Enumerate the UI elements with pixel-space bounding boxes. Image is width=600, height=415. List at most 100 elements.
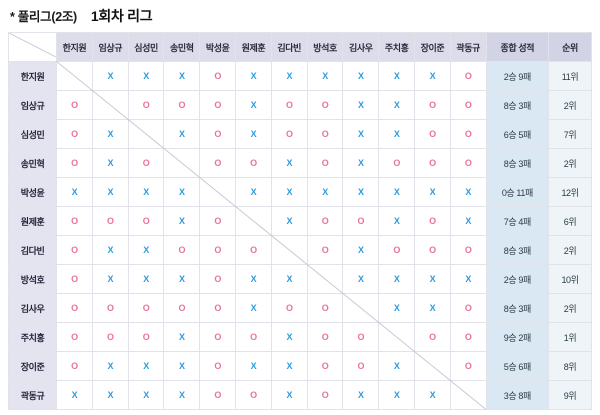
result-cell: X: [270, 206, 308, 236]
result-cell: O: [414, 322, 451, 352]
result-cell: X: [91, 264, 129, 294]
result-cell: X: [91, 119, 129, 149]
result-cell-self: [91, 90, 129, 120]
result-cell: X: [127, 235, 165, 265]
table-body: 한지원 X X X O X X X X X X O 2승 9패 11위 임상규 O O O O X O O X X O O 8승 3…: [7, 61, 592, 410]
result-cell: X: [163, 61, 201, 91]
record-cell: 8승 3패: [485, 293, 550, 323]
rank-cell: 9위: [548, 380, 592, 410]
result-cell: X: [235, 90, 272, 120]
table-header: 한지원 임상규 심성민 송민혁 박성윤 원제훈 김다빈 방석호 김사우 주치홍 장이준 곽동규 종합 성…: [7, 32, 592, 62]
table-row: 원제훈 O O O X O X O O X O X 7승 4패 6위: [7, 206, 592, 236]
result-cell: X: [414, 61, 451, 91]
result-cell: O: [306, 351, 344, 381]
result-cell: X: [342, 235, 380, 265]
result-cell: O: [270, 119, 308, 149]
record-cell: 8승 3패: [485, 235, 550, 265]
result-cell: X: [91, 177, 129, 207]
result-cell: X: [235, 351, 272, 381]
result-cell: O: [56, 235, 93, 265]
result-cell: X: [449, 264, 487, 294]
result-cell: X: [127, 61, 165, 91]
result-cell: O: [449, 90, 487, 120]
record-cell: 7승 4패: [485, 206, 550, 236]
corner-slash-icon: [9, 33, 56, 61]
result-cell: X: [270, 264, 308, 294]
record-cell: 5승 6패: [485, 351, 550, 381]
table-row: 한지원 X X X O X X X X X X O 2승 9패 11위: [7, 61, 592, 91]
result-cell: O: [56, 206, 93, 236]
result-cell: X: [342, 90, 380, 120]
league-table-page: * 풀리그(2조) 1회차 리그 한지원 임상규 심성민 송민혁 박성윤 원제훈 김다빈 방석…: [7, 8, 592, 410]
row-header-player: 김사우: [7, 293, 58, 323]
result-cell: X: [91, 235, 129, 265]
result-cell: X: [270, 148, 308, 178]
table-row: 심성민 O X X O X O O X X O O 6승 5패 7위: [7, 119, 592, 149]
record-cell: 9승 2패: [485, 322, 550, 352]
result-cell: X: [163, 264, 201, 294]
result-cell: X: [306, 177, 344, 207]
result-cell: O: [270, 90, 308, 120]
column-header-player: 주치홍: [378, 32, 416, 62]
table-row: 방석호 O X X X O X X X X X X 2승 9패 10위: [7, 264, 592, 294]
result-cell-self: [414, 351, 451, 381]
row-header-player: 장이준: [7, 351, 58, 381]
title-prefix: * 풀리그(2조): [10, 10, 77, 24]
result-cell: O: [91, 293, 129, 323]
result-cell-self: [163, 148, 201, 178]
result-cell: X: [378, 206, 416, 236]
result-cell: X: [163, 322, 201, 352]
result-cell: O: [199, 380, 237, 410]
result-cell: X: [127, 264, 165, 294]
result-cell: X: [414, 264, 451, 294]
result-cell: O: [199, 322, 237, 352]
result-cell: O: [163, 235, 201, 265]
result-cell: O: [56, 90, 93, 120]
result-cell: X: [235, 119, 272, 149]
result-cell: X: [414, 177, 451, 207]
result-cell: O: [414, 206, 451, 236]
table-row: 김사우 O O O O O X O O X X O 8승 3패 2위: [7, 293, 592, 323]
result-cell: O: [306, 206, 344, 236]
table-row: 장이준 O X X X O X X O O X O 5승 6패 8위: [7, 351, 592, 381]
column-header-player: 한지원: [56, 32, 93, 62]
result-cell: O: [199, 148, 237, 178]
table-row: 임상규 O O O O X O O X X O O 8승 3패 2위: [7, 90, 592, 120]
record-cell: 6승 5패: [485, 119, 550, 149]
rank-cell: 8위: [548, 351, 592, 381]
result-cell: X: [270, 380, 308, 410]
row-header-player: 임상규: [7, 90, 58, 120]
column-header-player: 곽동규: [449, 32, 487, 62]
result-cell: O: [342, 351, 380, 381]
result-cell: X: [270, 322, 308, 352]
result-cell: X: [378, 293, 416, 323]
result-cell-self: [56, 61, 93, 91]
table-container: 한지원 임상규 심성민 송민혁 박성윤 원제훈 김다빈 방석호 김사우 주치홍 장이준 곽동규 종합 성…: [7, 32, 592, 410]
result-cell: O: [378, 148, 416, 178]
table-row: 주치홍 O O O X O O X O O O O 9승 2패 1위: [7, 322, 592, 352]
result-cell: O: [199, 206, 237, 236]
result-cell: O: [56, 119, 93, 149]
result-cell: O: [414, 119, 451, 149]
result-cell: X: [414, 293, 451, 323]
result-cell: O: [342, 322, 380, 352]
result-cell: X: [270, 61, 308, 91]
result-cell-self: [270, 235, 308, 265]
result-cell: X: [449, 206, 487, 236]
result-cell: X: [127, 380, 165, 410]
result-cell-self: [199, 177, 237, 207]
result-cell: O: [127, 322, 165, 352]
corner-cell: [7, 32, 58, 62]
result-cell: O: [449, 351, 487, 381]
rank-cell: 11위: [548, 61, 592, 91]
result-cell: X: [378, 61, 416, 91]
result-cell-self: [449, 380, 487, 410]
result-cell: O: [199, 351, 237, 381]
result-cell: O: [56, 293, 93, 323]
result-cell: X: [163, 380, 201, 410]
result-cell: X: [163, 177, 201, 207]
record-cell: 2승 9패: [485, 264, 550, 294]
result-cell: X: [91, 61, 129, 91]
result-cell: O: [199, 235, 237, 265]
result-cell: X: [235, 177, 272, 207]
